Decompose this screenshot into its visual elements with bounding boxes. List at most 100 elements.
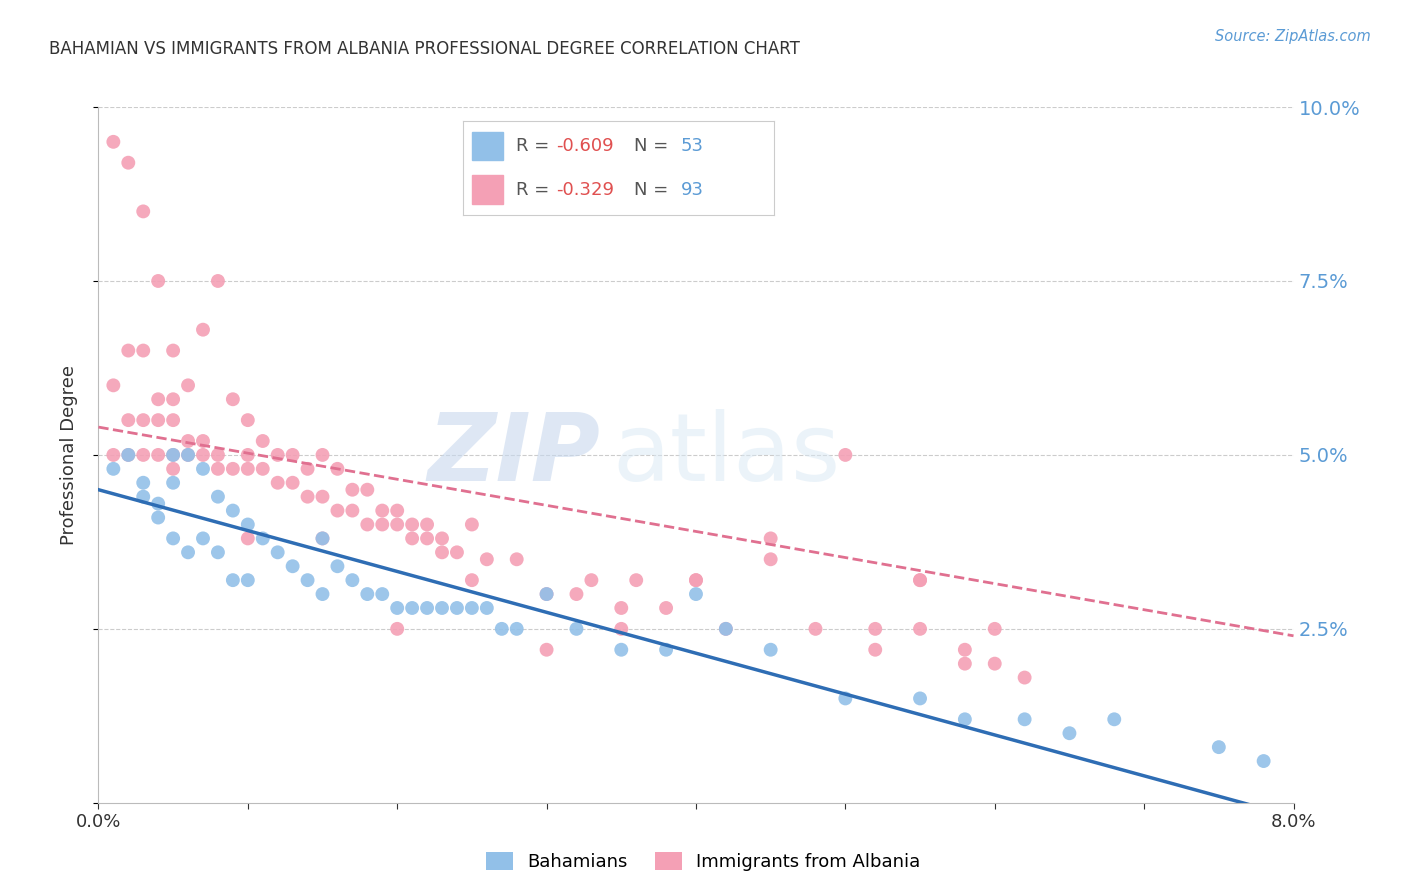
- Point: [132, 413, 155, 427]
- Legend: Bahamians, Immigrants from Albania: Bahamians, Immigrants from Albania: [478, 845, 928, 879]
- Point: [461, 573, 484, 587]
- Point: [834, 691, 856, 706]
- Point: [103, 462, 125, 476]
- Point: [356, 517, 378, 532]
- Point: [162, 462, 184, 476]
- Point: [281, 448, 304, 462]
- Point: [371, 503, 394, 517]
- Point: [759, 642, 782, 657]
- Point: [461, 601, 484, 615]
- Text: ZIP: ZIP: [427, 409, 600, 501]
- Point: [162, 413, 184, 427]
- Point: [132, 490, 155, 504]
- Point: [908, 691, 931, 706]
- Point: [236, 462, 259, 476]
- Point: [565, 622, 588, 636]
- Point: [162, 448, 184, 462]
- Point: [177, 448, 200, 462]
- Point: [117, 448, 139, 462]
- Point: [191, 448, 214, 462]
- Point: [252, 434, 274, 448]
- Point: [148, 413, 170, 427]
- Point: [401, 601, 423, 615]
- Point: [297, 462, 319, 476]
- Point: [222, 462, 245, 476]
- Point: [984, 657, 1007, 671]
- Point: [984, 622, 1007, 636]
- Point: [581, 573, 603, 587]
- Point: [281, 475, 304, 490]
- Point: [714, 622, 737, 636]
- Point: [908, 573, 931, 587]
- Point: [385, 622, 409, 636]
- Point: [385, 503, 409, 517]
- Point: [162, 343, 184, 358]
- Point: [1253, 754, 1275, 768]
- Point: [385, 517, 409, 532]
- Point: [908, 573, 931, 587]
- Point: [117, 448, 139, 462]
- Point: [430, 545, 453, 559]
- Point: [311, 448, 333, 462]
- Point: [610, 601, 633, 615]
- Point: [207, 462, 229, 476]
- Point: [132, 343, 155, 358]
- Point: [536, 642, 558, 657]
- Point: [132, 204, 155, 219]
- Point: [191, 323, 214, 337]
- Point: [506, 622, 529, 636]
- Y-axis label: Professional Degree: Professional Degree: [59, 365, 77, 545]
- Point: [148, 274, 170, 288]
- Point: [865, 622, 887, 636]
- Point: [148, 510, 170, 524]
- Point: [416, 517, 439, 532]
- Point: [132, 448, 155, 462]
- Point: [207, 448, 229, 462]
- Point: [103, 135, 125, 149]
- Point: [475, 601, 498, 615]
- Point: [326, 462, 349, 476]
- Point: [103, 378, 125, 392]
- Point: [281, 559, 304, 574]
- Point: [430, 601, 453, 615]
- Point: [162, 392, 184, 407]
- Point: [565, 587, 588, 601]
- Point: [1104, 712, 1126, 726]
- Point: [177, 434, 200, 448]
- Point: [610, 622, 633, 636]
- Point: [326, 503, 349, 517]
- Point: [475, 552, 498, 566]
- Point: [356, 483, 378, 497]
- Point: [685, 587, 707, 601]
- Point: [207, 545, 229, 559]
- Point: [236, 413, 259, 427]
- Point: [371, 517, 394, 532]
- Point: [162, 448, 184, 462]
- Point: [177, 448, 200, 462]
- Point: [177, 378, 200, 392]
- Point: [222, 573, 245, 587]
- Point: [834, 448, 856, 462]
- Point: [162, 475, 184, 490]
- Point: [103, 448, 125, 462]
- Point: [759, 552, 782, 566]
- Point: [506, 552, 529, 566]
- Point: [236, 517, 259, 532]
- Point: [953, 642, 976, 657]
- Point: [222, 503, 245, 517]
- Point: [117, 155, 139, 169]
- Point: [236, 532, 259, 546]
- Point: [356, 587, 378, 601]
- Text: BAHAMIAN VS IMMIGRANTS FROM ALBANIA PROFESSIONAL DEGREE CORRELATION CHART: BAHAMIAN VS IMMIGRANTS FROM ALBANIA PROF…: [49, 40, 800, 58]
- Point: [385, 601, 409, 615]
- Point: [311, 532, 333, 546]
- Point: [191, 434, 214, 448]
- Point: [1014, 671, 1036, 685]
- Point: [401, 532, 423, 546]
- Point: [446, 545, 468, 559]
- Point: [610, 642, 633, 657]
- Point: [117, 413, 139, 427]
- Point: [1208, 740, 1230, 755]
- Point: [297, 490, 319, 504]
- Point: [416, 532, 439, 546]
